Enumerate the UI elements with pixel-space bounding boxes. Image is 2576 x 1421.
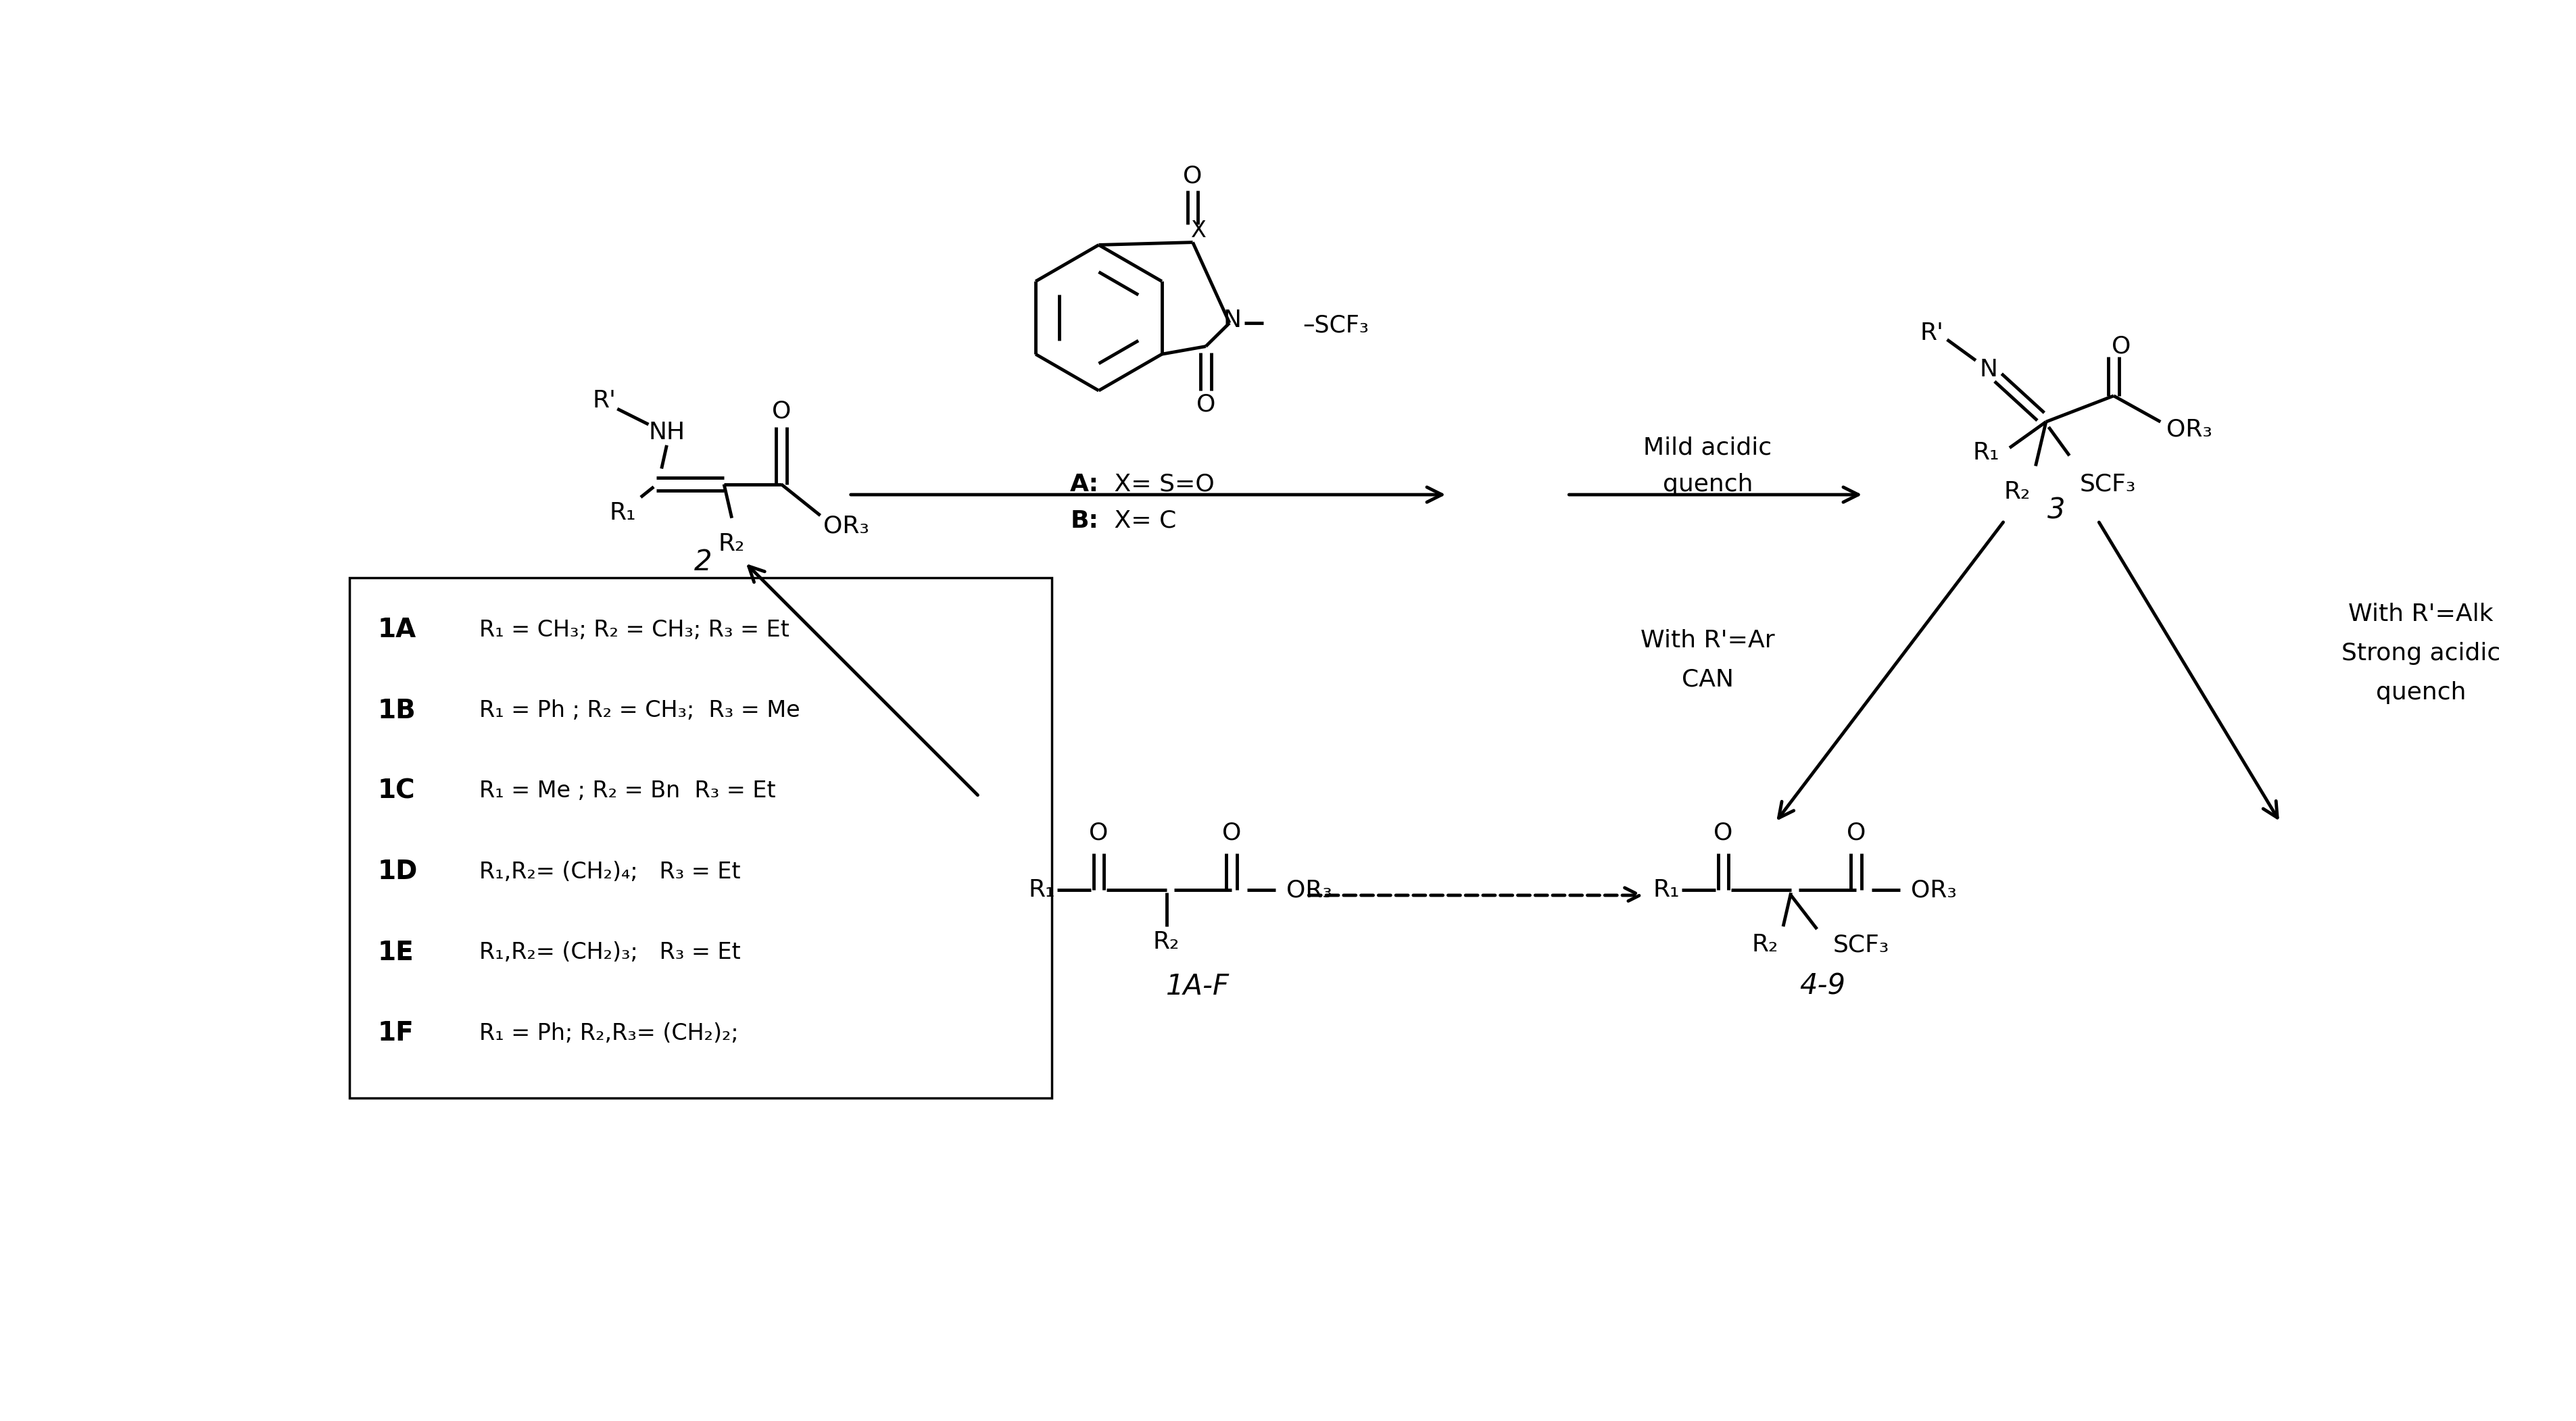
Text: 1A-F: 1A-F [1167, 972, 1229, 1000]
Text: O: O [1090, 821, 1108, 844]
Text: OR₃: OR₃ [2166, 418, 2213, 441]
Text: OR₃: OR₃ [1911, 878, 1958, 901]
Text: With R'=Alk: With R'=Alk [2349, 603, 2494, 625]
Text: N: N [1224, 308, 1242, 333]
Text: R₁ = Ph; R₂,R₃= (CH₂)₂;: R₁ = Ph; R₂,R₃= (CH₂)₂; [479, 1022, 739, 1044]
Text: O: O [1713, 821, 1734, 844]
Text: R₁: R₁ [1028, 878, 1054, 901]
Text: R₁,R₂= (CH₂)₃;   R₃ = Et: R₁,R₂= (CH₂)₃; R₃ = Et [479, 941, 742, 963]
Text: R₁ = Ph ; R₂ = CH₃;  R₃ = Me: R₁ = Ph ; R₂ = CH₃; R₃ = Me [479, 699, 801, 722]
Text: R₁: R₁ [1654, 878, 1680, 901]
Text: A:: A: [1069, 473, 1100, 496]
Text: X: X [1190, 220, 1206, 242]
Text: quench: quench [2375, 681, 2465, 703]
Text: CAN: CAN [1682, 668, 1734, 691]
Text: quench: quench [1662, 473, 1752, 496]
Text: 1B: 1B [379, 698, 417, 723]
Text: O: O [2112, 335, 2130, 358]
Text: R₁,R₂= (CH₂)₄;   R₃ = Et: R₁,R₂= (CH₂)₄; R₃ = Et [479, 861, 742, 882]
Text: SCF₃: SCF₃ [2079, 473, 2136, 496]
Text: 3: 3 [2048, 496, 2066, 524]
Text: With R'=Ar: With R'=Ar [1641, 630, 1775, 652]
Text: B:: B: [1069, 509, 1097, 531]
Text: O: O [1195, 394, 1216, 416]
Text: R₁ = CH₃; R₂ = CH₃; R₃ = Et: R₁ = CH₃; R₂ = CH₃; R₃ = Et [479, 618, 788, 641]
Text: R': R' [592, 389, 616, 412]
Text: O: O [1221, 821, 1242, 844]
Text: 4-9: 4-9 [1798, 972, 1844, 1000]
Text: R₁ = Me ; R₂ = Bn  R₃ = Et: R₁ = Me ; R₂ = Bn R₃ = Et [479, 780, 775, 803]
Text: N: N [1978, 358, 1999, 381]
Text: 1F: 1F [379, 1020, 415, 1046]
Text: R': R' [1919, 323, 1942, 345]
Text: SCF₃: SCF₃ [1832, 934, 1888, 956]
Text: Mild acidic: Mild acidic [1643, 436, 1772, 459]
Text: 1C: 1C [379, 779, 415, 804]
Text: X= S=O: X= S=O [1108, 473, 1213, 496]
Text: R₁: R₁ [608, 502, 636, 524]
Text: OR₃: OR₃ [1285, 878, 1332, 901]
Text: 1A: 1A [379, 617, 417, 642]
Text: 2: 2 [693, 549, 711, 577]
Text: NH: NH [649, 421, 685, 443]
Text: R₂: R₂ [719, 533, 744, 556]
Text: R₂: R₂ [1154, 931, 1180, 953]
Text: R₁: R₁ [1973, 442, 1999, 465]
Text: R₂: R₂ [2004, 480, 2030, 503]
Text: OR₃: OR₃ [824, 514, 868, 537]
FancyBboxPatch shape [350, 578, 1051, 1098]
Text: –SCF₃: –SCF₃ [1303, 314, 1368, 337]
Text: O: O [1847, 821, 1865, 844]
Text: 1E: 1E [379, 939, 415, 965]
Text: Strong acidic: Strong acidic [2342, 642, 2501, 665]
Text: 1D: 1D [379, 860, 417, 885]
Text: R₂: R₂ [1752, 934, 1777, 956]
Text: O: O [1182, 165, 1203, 188]
Text: X= C: X= C [1108, 509, 1177, 531]
Text: O: O [773, 399, 791, 423]
